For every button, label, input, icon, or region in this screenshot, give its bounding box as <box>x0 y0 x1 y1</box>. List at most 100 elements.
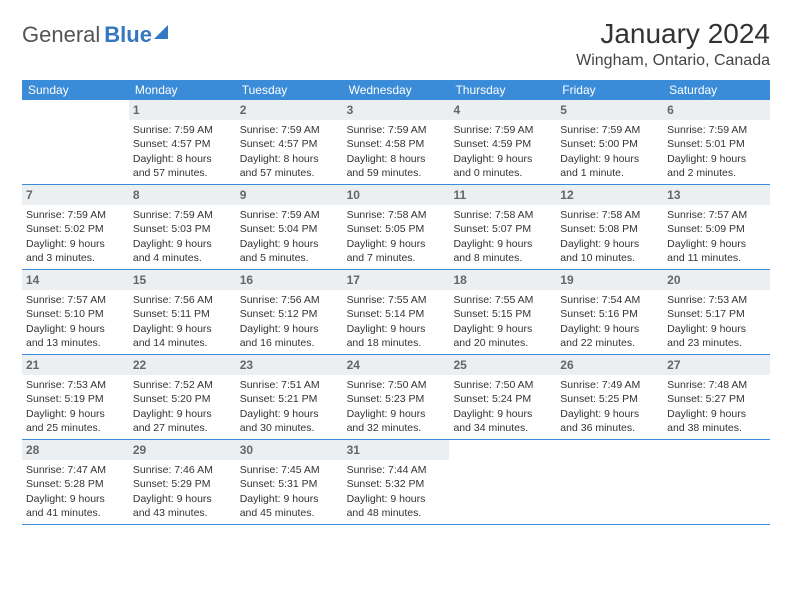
sunrise-text: Sunrise: 7:48 AM <box>667 378 766 392</box>
sunset-text: Sunset: 5:17 PM <box>667 307 766 321</box>
sunrise-text: Sunrise: 7:58 AM <box>453 208 552 222</box>
day-cell: 8Sunrise: 7:59 AMSunset: 5:03 PMDaylight… <box>129 185 236 269</box>
daylight-text: Daylight: 9 hours and 27 minutes. <box>133 407 232 435</box>
sunrise-text: Sunrise: 7:59 AM <box>560 123 659 137</box>
sunset-text: Sunset: 5:23 PM <box>347 392 446 406</box>
day-number: 30 <box>236 440 343 460</box>
day-cell: 3Sunrise: 7:59 AMSunset: 4:58 PMDaylight… <box>343 100 450 184</box>
weeks-container: 1 Sunrise: 7:59 AM Sunset: 4:57 PM Daylight… <box>22 100 770 525</box>
day-cell: 29Sunrise: 7:46 AMSunset: 5:29 PMDayligh… <box>129 440 236 524</box>
sunrise-text: Sunrise: 7:57 AM <box>667 208 766 222</box>
day-cell: 13Sunrise: 7:57 AMSunset: 5:09 PMDayligh… <box>663 185 770 269</box>
sunrise-text: Sunrise: 7:58 AM <box>347 208 446 222</box>
daylight-text: Daylight: 9 hours and 8 minutes. <box>453 237 552 265</box>
sail-icon <box>154 25 168 39</box>
sunrise-text: Sunrise: 7:56 AM <box>240 293 339 307</box>
day-number: 31 <box>343 440 450 460</box>
day-number: 24 <box>343 355 450 375</box>
daylight-text: Daylight: 9 hours and 45 minutes. <box>240 492 339 520</box>
sunset-text: Sunset: 5:12 PM <box>240 307 339 321</box>
daylight-text: Daylight: 8 hours and 57 minutes. <box>133 152 232 180</box>
sunrise-text: Sunrise: 7:51 AM <box>240 378 339 392</box>
daylight-text: Daylight: 9 hours and 14 minutes. <box>133 322 232 350</box>
sunrise-text: Sunrise: 7:52 AM <box>133 378 232 392</box>
day-number: 26 <box>556 355 663 375</box>
day-cell: 4Sunrise: 7:59 AMSunset: 4:59 PMDaylight… <box>449 100 556 184</box>
dow-cell: Thursday <box>449 80 556 100</box>
dow-cell: Friday <box>556 80 663 100</box>
day-cell: 17Sunrise: 7:55 AMSunset: 5:14 PMDayligh… <box>343 270 450 354</box>
dow-cell: Monday <box>129 80 236 100</box>
daylight-text: Daylight: 9 hours and 20 minutes. <box>453 322 552 350</box>
day-cell: 30Sunrise: 7:45 AMSunset: 5:31 PMDayligh… <box>236 440 343 524</box>
sunset-text: Sunset: 5:07 PM <box>453 222 552 236</box>
sunset-text: Sunset: 5:11 PM <box>133 307 232 321</box>
day-cell: 9Sunrise: 7:59 AMSunset: 5:04 PMDaylight… <box>236 185 343 269</box>
day-cell: 10Sunrise: 7:58 AMSunset: 5:05 PMDayligh… <box>343 185 450 269</box>
daylight-text: Daylight: 9 hours and 2 minutes. <box>667 152 766 180</box>
day-number: 12 <box>556 185 663 205</box>
sunset-text: Sunset: 5:16 PM <box>560 307 659 321</box>
daylight-text: Daylight: 9 hours and 48 minutes. <box>347 492 446 520</box>
day-cell <box>449 440 556 524</box>
sunset-text: Sunset: 5:08 PM <box>560 222 659 236</box>
sunrise-text: Sunrise: 7:59 AM <box>133 123 232 137</box>
day-number: 9 <box>236 185 343 205</box>
sunset-text: Sunset: 5:19 PM <box>26 392 125 406</box>
sunset-text: Sunset: 4:57 PM <box>240 137 339 151</box>
daylight-text: Daylight: 9 hours and 18 minutes. <box>347 322 446 350</box>
sunset-text: Sunset: 4:59 PM <box>453 137 552 151</box>
daylight-text: Daylight: 9 hours and 1 minute. <box>560 152 659 180</box>
sunset-text: Sunset: 5:04 PM <box>240 222 339 236</box>
day-number: 1 <box>129 100 236 120</box>
sunset-text: Sunset: 5:02 PM <box>26 222 125 236</box>
day-cell: 31Sunrise: 7:44 AMSunset: 5:32 PMDayligh… <box>343 440 450 524</box>
sunrise-text: Sunrise: 7:53 AM <box>26 378 125 392</box>
day-cell: 23Sunrise: 7:51 AMSunset: 5:21 PMDayligh… <box>236 355 343 439</box>
day-number: 3 <box>343 100 450 120</box>
day-cell: 21Sunrise: 7:53 AMSunset: 5:19 PMDayligh… <box>22 355 129 439</box>
sunrise-text: Sunrise: 7:46 AM <box>133 463 232 477</box>
sunset-text: Sunset: 5:28 PM <box>26 477 125 491</box>
daylight-text: Daylight: 9 hours and 0 minutes. <box>453 152 552 180</box>
sunrise-text: Sunrise: 7:59 AM <box>133 208 232 222</box>
brand-part1: General <box>22 22 100 48</box>
dow-cell: Wednesday <box>343 80 450 100</box>
sunset-text: Sunset: 5:01 PM <box>667 137 766 151</box>
day-cell: 1Sunrise: 7:59 AMSunset: 4:57 PMDaylight… <box>129 100 236 184</box>
daylight-text: Daylight: 9 hours and 23 minutes. <box>667 322 766 350</box>
daylight-text: Daylight: 9 hours and 7 minutes. <box>347 237 446 265</box>
day-number: 18 <box>449 270 556 290</box>
day-cell: 14Sunrise: 7:57 AMSunset: 5:10 PMDayligh… <box>22 270 129 354</box>
day-cell: 18Sunrise: 7:55 AMSunset: 5:15 PMDayligh… <box>449 270 556 354</box>
week-row: 7Sunrise: 7:59 AMSunset: 5:02 PMDaylight… <box>22 185 770 270</box>
sunrise-text: Sunrise: 7:55 AM <box>347 293 446 307</box>
day-number: 19 <box>556 270 663 290</box>
brand-logo: GeneralBlue <box>22 22 168 48</box>
day-number: 29 <box>129 440 236 460</box>
day-number: 14 <box>22 270 129 290</box>
dow-cell: Tuesday <box>236 80 343 100</box>
day-number: 4 <box>449 100 556 120</box>
day-number: 10 <box>343 185 450 205</box>
day-cell: 15Sunrise: 7:56 AMSunset: 5:11 PMDayligh… <box>129 270 236 354</box>
sunset-text: Sunset: 5:25 PM <box>560 392 659 406</box>
sunrise-text: Sunrise: 7:59 AM <box>26 208 125 222</box>
sunset-text: Sunset: 5:21 PM <box>240 392 339 406</box>
day-cell: 25Sunrise: 7:50 AMSunset: 5:24 PMDayligh… <box>449 355 556 439</box>
day-number: 8 <box>129 185 236 205</box>
sunrise-text: Sunrise: 7:58 AM <box>560 208 659 222</box>
day-number: 25 <box>449 355 556 375</box>
day-cell: 5Sunrise: 7:59 AMSunset: 5:00 PMDaylight… <box>556 100 663 184</box>
daylight-text: Daylight: 9 hours and 32 minutes. <box>347 407 446 435</box>
sunset-text: Sunset: 5:24 PM <box>453 392 552 406</box>
day-number: 21 <box>22 355 129 375</box>
location-label: Wingham, Ontario, Canada <box>576 52 770 70</box>
sunrise-text: Sunrise: 7:47 AM <box>26 463 125 477</box>
day-cell: 12Sunrise: 7:58 AMSunset: 5:08 PMDayligh… <box>556 185 663 269</box>
day-number: 11 <box>449 185 556 205</box>
day-cell: 27Sunrise: 7:48 AMSunset: 5:27 PMDayligh… <box>663 355 770 439</box>
daylight-text: Daylight: 9 hours and 36 minutes. <box>560 407 659 435</box>
day-number: 16 <box>236 270 343 290</box>
daylight-text: Daylight: 9 hours and 4 minutes. <box>133 237 232 265</box>
